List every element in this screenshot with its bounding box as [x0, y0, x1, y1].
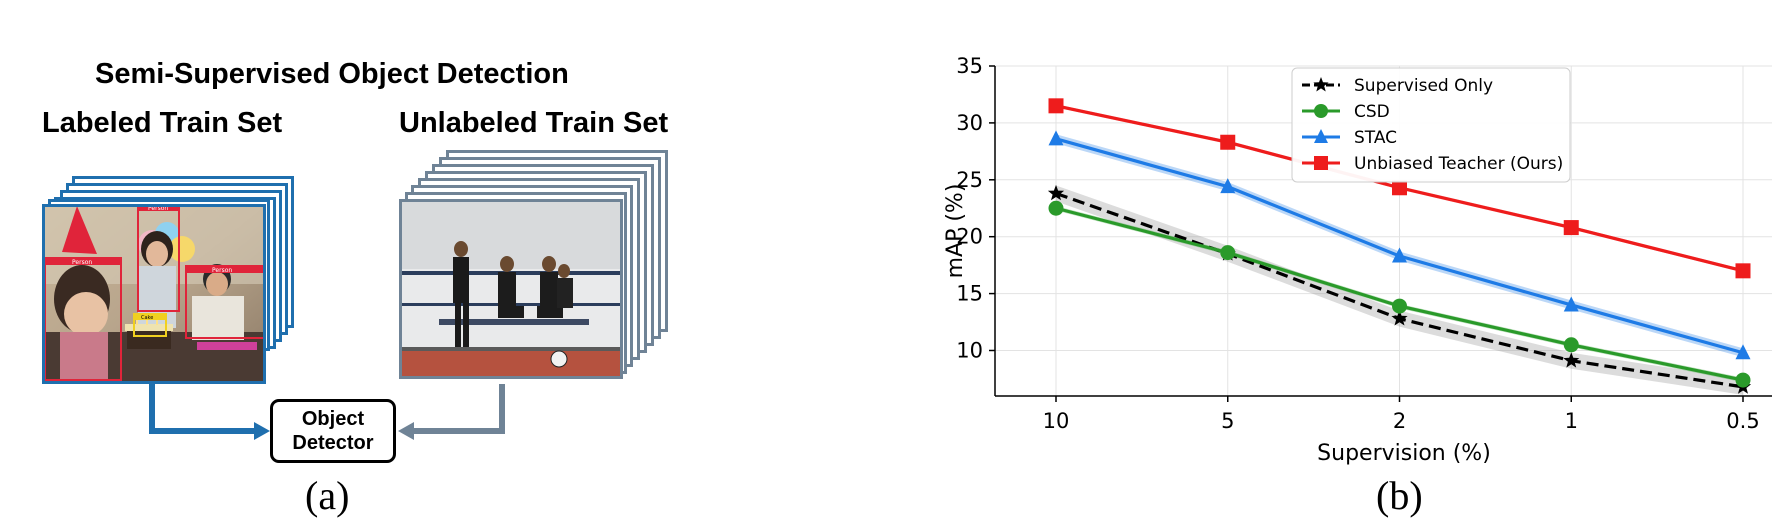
x-axis-label: Supervision (%): [1317, 441, 1491, 466]
y-tick-label: 30: [956, 111, 983, 135]
y-axis-label: mAP (%): [943, 184, 968, 279]
bbox-person-2: [137, 204, 180, 312]
labeled-arrow: [149, 383, 258, 434]
data-point: [1735, 344, 1751, 360]
data-point: [1735, 372, 1751, 388]
data-point: [1563, 296, 1579, 312]
data-point: [1563, 337, 1579, 353]
bbox-label: Person: [212, 267, 232, 274]
caption-a: (a): [305, 473, 350, 518]
legend-box: [1291, 67, 1571, 183]
legend-label: STAC: [1354, 128, 1397, 148]
data-point: [1220, 245, 1236, 261]
legend-label: Supervised Only: [1354, 76, 1493, 96]
legend-marker: [1314, 156, 1328, 170]
unlabeled-train-set-heading: Unlabeled Train Set: [399, 107, 669, 139]
x-tick-label: 5: [1221, 409, 1234, 433]
x-tick-label: 1: [1565, 409, 1578, 433]
y-tick-label: 25: [956, 168, 983, 192]
data-point: [1392, 298, 1407, 314]
x-tick-label: 2: [1393, 409, 1406, 433]
panel-a: Semi-Supervised Object Detection Labeled…: [0, 0, 720, 526]
y-tick-label: 35: [956, 54, 983, 78]
y-tick-label: 10: [956, 338, 983, 362]
data-point: [1563, 220, 1579, 236]
y-tick-label: 15: [956, 282, 983, 306]
x-tick-label: 0.5: [1726, 409, 1759, 433]
detector-label-line2: Detector: [292, 432, 374, 454]
legend-label: CSD: [1354, 102, 1390, 122]
bbox-label: Person: [148, 205, 168, 212]
data-point: [1047, 184, 1065, 201]
legend-marker: [1313, 77, 1329, 92]
labeled-photo: Person Person Person Cake: [42, 204, 266, 384]
bbox-label: Cake: [141, 315, 153, 321]
data-point: [1220, 134, 1236, 150]
data-point: [1048, 130, 1064, 146]
flow-arrows: [149, 383, 505, 440]
arrow-head-icon: [398, 422, 414, 440]
diagram-title: Semi-Supervised Object Detection: [95, 58, 569, 90]
series-band: [1056, 185, 1743, 395]
data-point: [1735, 263, 1751, 279]
panel-b: 10 15 20 25 30 35 10 5 2 1 0.5 Supervised Only CSD S…: [720, 0, 1791, 526]
object-detector-box: Object Detector: [270, 399, 396, 463]
data-point: [1391, 310, 1408, 326]
data-point: [1048, 200, 1064, 216]
caption-b: (b): [1376, 473, 1423, 518]
legend-marker: [1314, 104, 1328, 118]
arrow-head-icon: [254, 422, 270, 440]
x-tick-label: 10: [1043, 409, 1070, 433]
map-line-chart: 10 15 20 25 30 35 10 5 2 1 0.5 Supervised Only CSD S…: [943, 54, 1772, 466]
labeled-train-set-heading: Labeled Train Set: [42, 107, 283, 139]
data-point: [1048, 98, 1064, 114]
unlabeled-photo: [399, 199, 623, 379]
data-point: [1563, 352, 1580, 368]
y-tick-label: 20: [956, 225, 983, 249]
detector-label-line1: Object: [301, 408, 365, 430]
bbox-label: Person: [72, 259, 92, 266]
data-point: [1392, 247, 1407, 263]
legend-marker: [1314, 129, 1328, 143]
legend-label: Unbiased Teacher (Ours): [1354, 154, 1563, 174]
data-point: [1220, 178, 1236, 194]
data-point: [1392, 180, 1407, 196]
unlabeled-arrow: [410, 384, 505, 434]
